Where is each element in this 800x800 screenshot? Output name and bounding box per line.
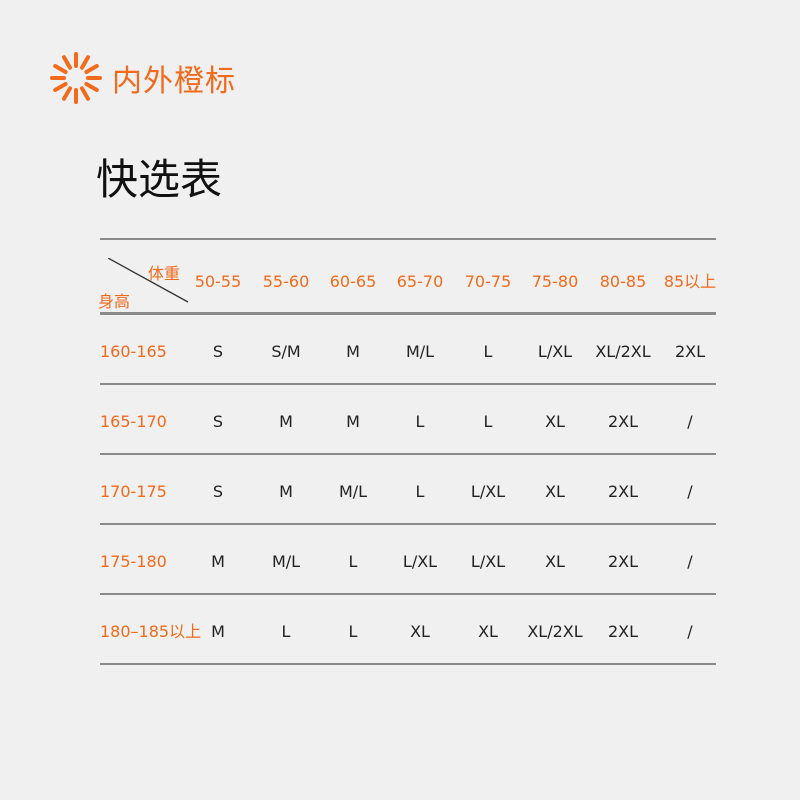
column-header: 80-85 — [599, 272, 647, 291]
table-cell: S — [212, 412, 224, 431]
table-cell: M — [346, 412, 360, 431]
table-cell: L — [348, 622, 358, 641]
table-cell: L/XL — [537, 342, 573, 361]
table-cell: S — [212, 342, 224, 361]
table-cell: XL — [545, 482, 565, 501]
column-header: 65-70 — [396, 272, 444, 291]
corner-weight-label: 体重 — [148, 264, 181, 283]
row-label: 170-175 — [100, 482, 167, 501]
table-cell: M — [279, 412, 293, 431]
table-divider — [100, 593, 716, 595]
table-cell: XL — [545, 412, 565, 431]
page-title: 快选表 — [96, 155, 223, 204]
table-divider — [100, 312, 716, 315]
table-cell: L — [483, 342, 493, 361]
corner-height-label: 身高 — [98, 292, 131, 311]
table-cell: XL/2XL — [595, 342, 651, 361]
table-cell: / — [687, 482, 693, 501]
table-cell: 2XL — [607, 552, 639, 571]
column-header: 85以上 — [663, 272, 717, 291]
table-cell: XL — [410, 622, 430, 641]
column-header: 55-60 — [262, 272, 310, 291]
table-cell: XL — [478, 622, 498, 641]
table-cell: M — [279, 482, 293, 501]
row-label: 160-165 — [100, 342, 167, 361]
table-cell: 2XL — [607, 622, 639, 641]
table-cell: M/L — [405, 342, 435, 361]
table-cell: L/XL — [402, 552, 438, 571]
table-divider — [100, 238, 716, 240]
table-cell: L/XL — [470, 552, 506, 571]
table-cell: L — [281, 622, 291, 641]
table-cell: XL — [545, 552, 565, 571]
table-cell: XL/2XL — [527, 622, 583, 641]
table-cell: / — [687, 552, 693, 571]
table-cell: / — [687, 622, 693, 641]
table-divider — [100, 453, 716, 455]
table-divider — [100, 383, 716, 385]
sunburst-logo-icon — [50, 52, 102, 104]
table-cell: L — [348, 552, 358, 571]
table-cell: 2XL — [674, 342, 706, 361]
table-cell: M/L — [338, 482, 368, 501]
table-cell: M — [346, 342, 360, 361]
column-header: 75-80 — [531, 272, 579, 291]
row-label: 165-170 — [100, 412, 167, 431]
corner-diagonal-line — [108, 258, 189, 303]
table-divider — [100, 663, 716, 665]
table-divider — [100, 523, 716, 525]
column-header: 60-65 — [329, 272, 377, 291]
table-cell: L — [415, 412, 425, 431]
row-label: 175-180 — [100, 552, 167, 571]
table-cell: / — [687, 412, 693, 431]
table-cell: M — [211, 552, 225, 571]
table-cell: 2XL — [607, 412, 639, 431]
row-label: 180–185以上 — [100, 622, 202, 641]
table-cell: 2XL — [607, 482, 639, 501]
table-cell: S — [212, 482, 224, 501]
table-cell: M/L — [271, 552, 301, 571]
column-header: 50-55 — [194, 272, 242, 291]
table-cell: S/M — [271, 342, 301, 361]
table-cell: L — [483, 412, 493, 431]
column-header: 70-75 — [464, 272, 512, 291]
table-cell: L/XL — [470, 482, 506, 501]
table-cell: M — [211, 622, 225, 641]
table-cell: L — [415, 482, 425, 501]
brand-name: 内外橙标 — [112, 64, 236, 99]
